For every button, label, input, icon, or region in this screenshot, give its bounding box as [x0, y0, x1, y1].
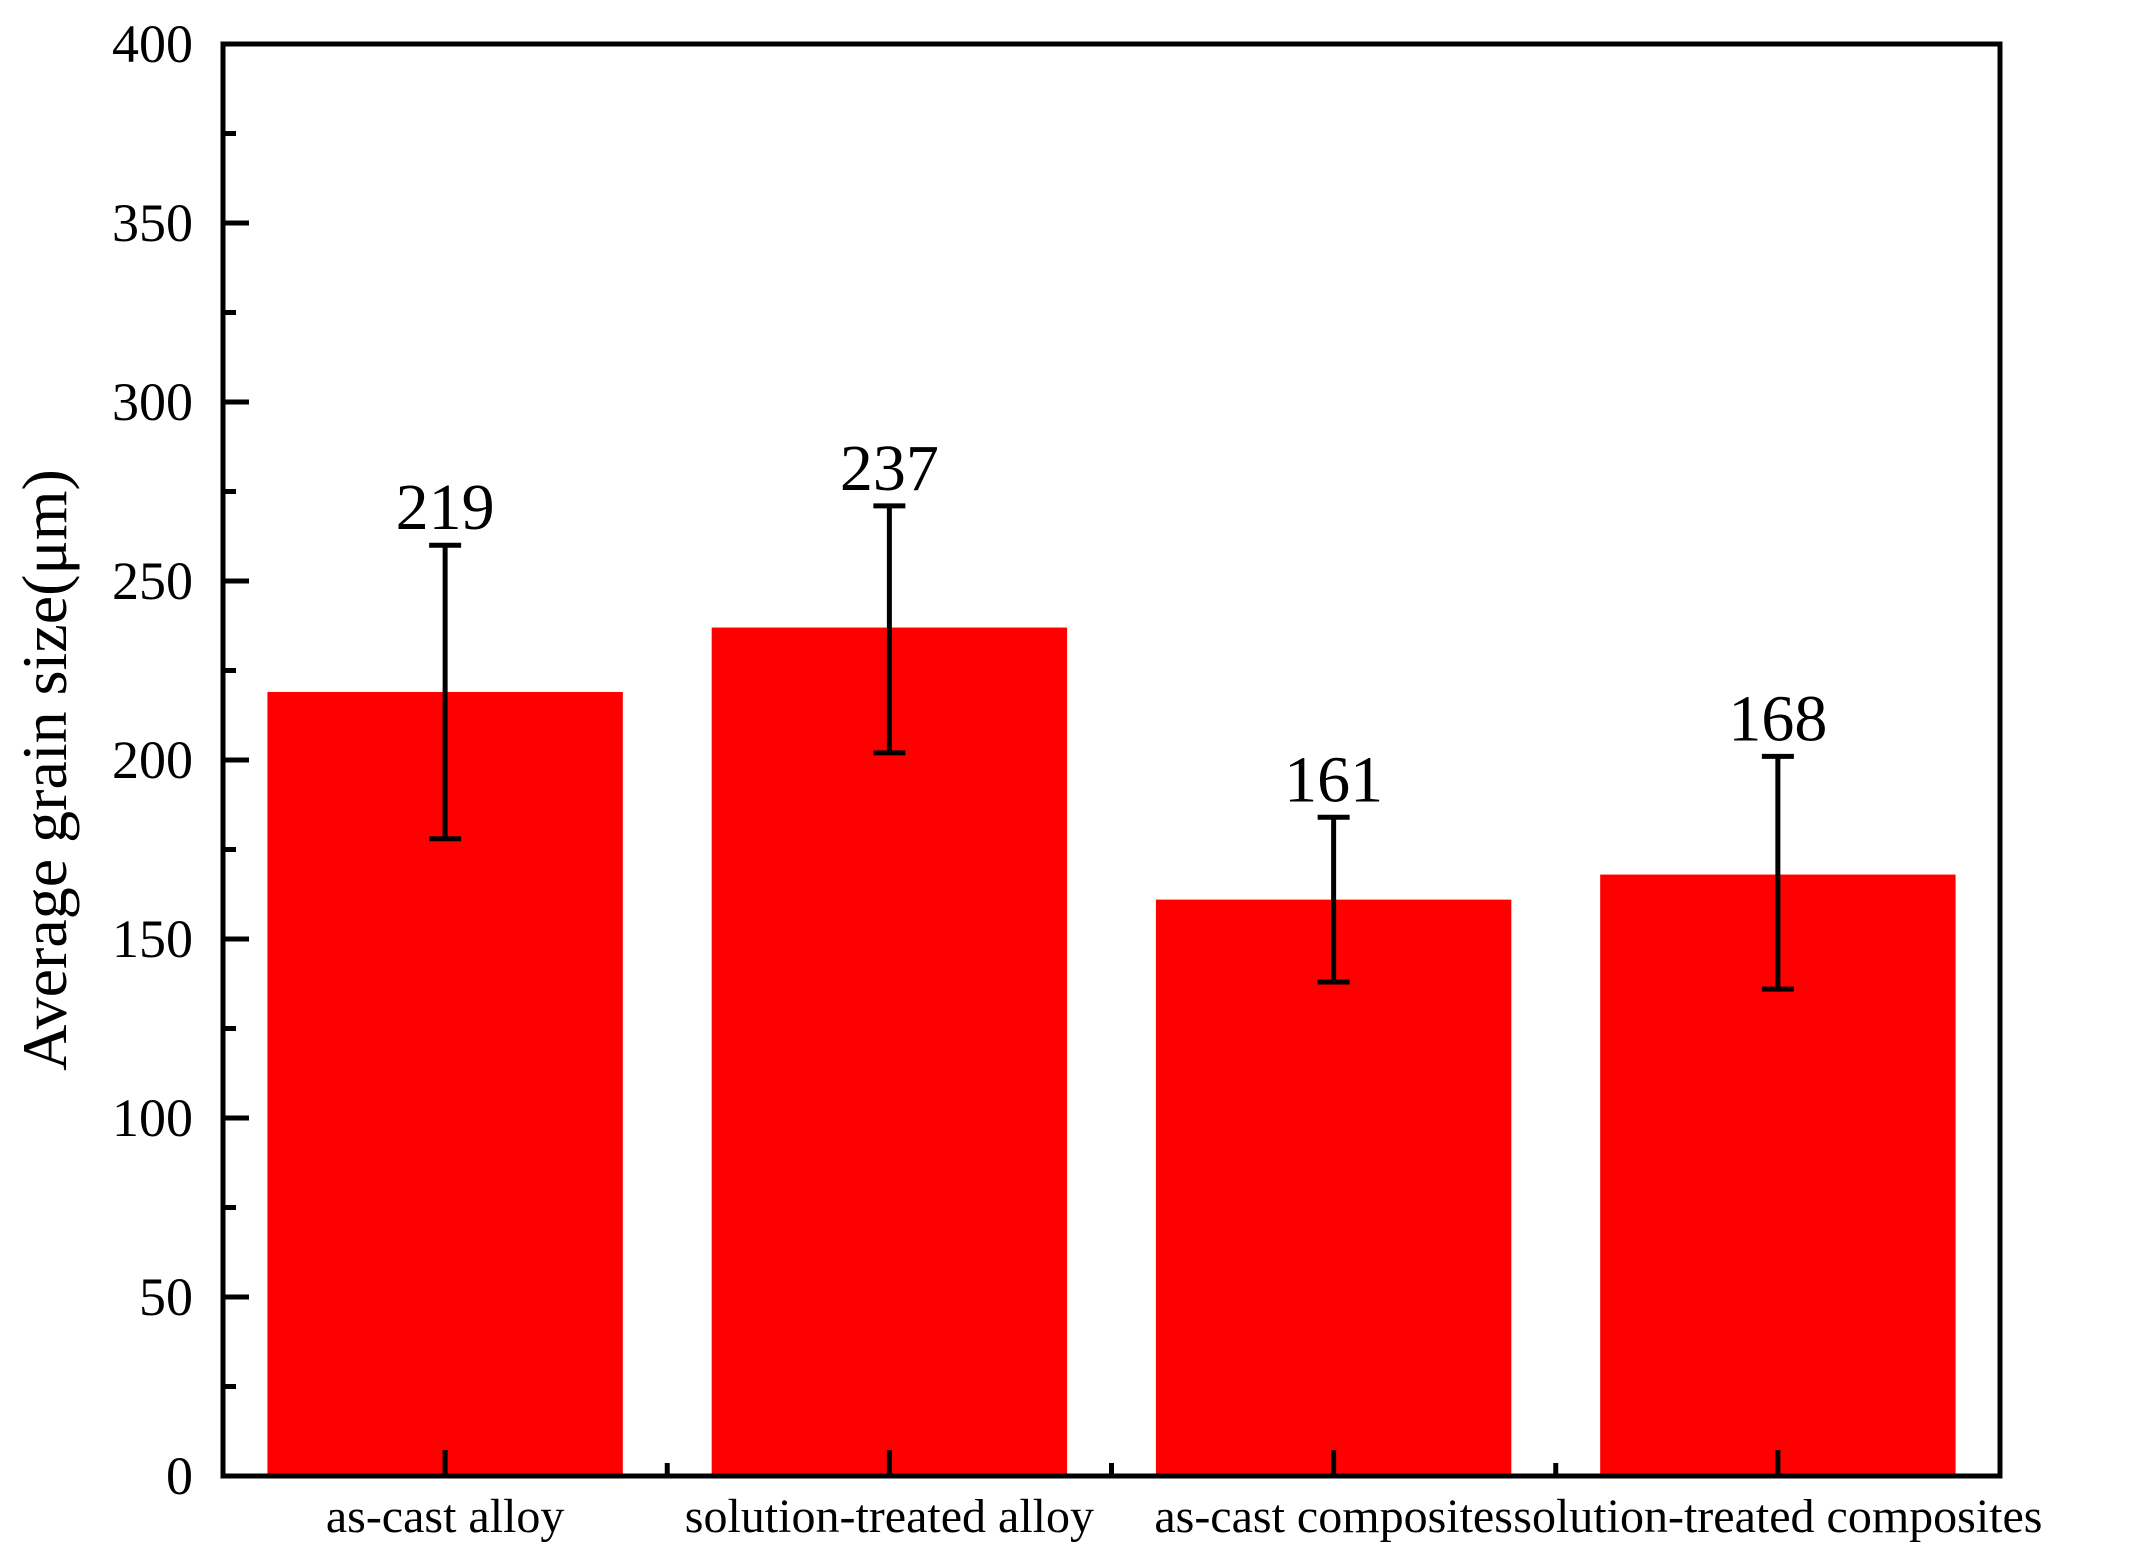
data-label: 219: [396, 471, 495, 544]
error-bar: [429, 542, 462, 842]
y-tick-label: 200: [112, 730, 193, 790]
x-tick-label: as-cast alloy: [326, 1490, 565, 1543]
bar: [711, 627, 1068, 1476]
ticks-layer: [223, 41, 1781, 1479]
y-tick-label: 0: [166, 1446, 193, 1506]
y-tick-label: 150: [112, 909, 193, 969]
y-tick-label: 250: [112, 551, 193, 611]
x-tick-label: solution-treated composites: [1513, 1490, 2042, 1543]
y-tick-label: 50: [139, 1267, 193, 1327]
y-tick-label: 100: [112, 1088, 193, 1148]
x-tick-label: solution-treated alloy: [685, 1490, 1094, 1543]
error-bar: [873, 503, 906, 756]
x-tick-label: as-cast composites: [1154, 1490, 1513, 1543]
error-bars-layer: [429, 503, 1794, 992]
bar: [1155, 899, 1512, 1476]
error-bar: [1761, 753, 1794, 992]
y-axis-title: Average grain size(μm): [9, 469, 80, 1071]
error-bar: [1317, 814, 1350, 985]
y-tick-label: 300: [112, 372, 193, 432]
y-tick-label: 350: [112, 193, 193, 253]
data-label: 168: [1728, 682, 1827, 755]
bars-layer: [267, 627, 1956, 1476]
y-tick-label: 400: [112, 14, 193, 74]
data-label: 237: [840, 432, 939, 505]
labels-layer: 219 as-cast alloy 237 solution-treated allo…: [112, 14, 2042, 1543]
data-label: 161: [1284, 743, 1383, 816]
